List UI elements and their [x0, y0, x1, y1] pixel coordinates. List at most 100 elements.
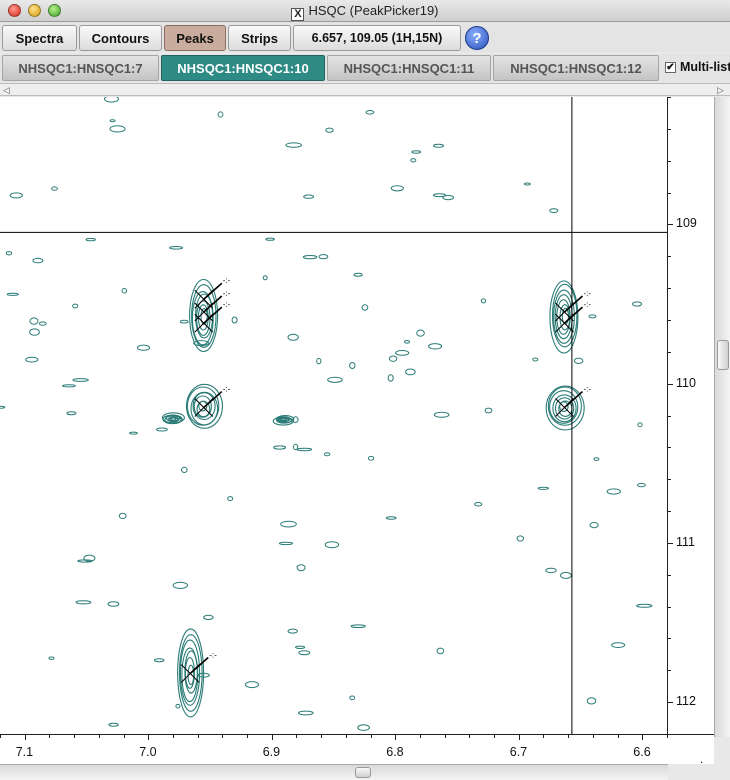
noise-contour	[6, 292, 19, 296]
strips-button[interactable]: Strips	[228, 25, 291, 51]
noise-contour	[516, 535, 524, 542]
horizontal-scroll-thumb[interactable]	[355, 767, 371, 778]
peak-contour	[170, 417, 177, 421]
x-minor-tick	[568, 735, 570, 738]
x-minor-tick	[518, 735, 520, 738]
y-minor-tick	[668, 415, 671, 417]
peak-contour	[547, 386, 582, 426]
y-tick-label: 109	[676, 216, 697, 231]
x-tick-label: 6.8	[386, 745, 404, 759]
contours-button[interactable]: Contours	[79, 25, 162, 51]
vertical-scroll-thumb[interactable]	[717, 340, 729, 370]
y-minor-tick	[668, 479, 671, 481]
y-minor-tick	[668, 574, 671, 576]
scroll-left-icon[interactable]: ◁	[3, 85, 10, 95]
peak-contour	[184, 656, 195, 689]
noise-contour	[637, 422, 643, 428]
toolbar: Spectra Contours Peaks Strips 6.657, 109…	[0, 22, 730, 52]
x-minor-tick	[642, 735, 644, 738]
noise-contour	[324, 541, 340, 549]
x-tick-label: 6.6	[633, 745, 651, 759]
x-minor-tick	[0, 735, 1, 738]
noise-contour	[287, 628, 298, 634]
noise-contour	[129, 431, 138, 435]
peak-contour	[191, 284, 217, 348]
peak-contour	[280, 417, 287, 421]
noise-contour	[632, 301, 643, 307]
noise-contour	[109, 119, 116, 123]
contour-canvas[interactable]: -:- -:- -:- -:- -:- -:- -:- -:-	[0, 97, 667, 734]
noise-contour	[280, 520, 297, 528]
y-minor-tick	[668, 192, 671, 194]
noise-contour	[549, 208, 559, 213]
vertical-scrollbar[interactable]	[714, 97, 730, 737]
tab-nhsqc1-hnsqc1-10[interactable]: NHSQC1:HNSQC1:10	[161, 55, 325, 81]
zoom-button[interactable]	[48, 4, 61, 17]
peak-label: -:-	[583, 300, 591, 309]
tab-nhsqc1-hnsqc1-12[interactable]: NHSQC1:HNSQC1:12	[493, 55, 659, 81]
noise-contour	[367, 455, 375, 461]
x-minor-tick	[49, 735, 51, 738]
noise-contour	[136, 344, 151, 351]
y-minor-tick	[668, 702, 671, 704]
noise-contour	[75, 600, 92, 605]
noise-contour	[416, 329, 425, 337]
resize-grip[interactable]	[714, 764, 730, 780]
help-icon[interactable]: ?	[465, 26, 489, 50]
noise-contour	[179, 319, 189, 324]
title-bar[interactable]: X HSQC (PeakPicker19)	[0, 0, 730, 22]
corner-mark: .	[700, 752, 704, 766]
noise-contour	[278, 541, 294, 546]
y-minor-tick	[668, 319, 671, 321]
peak-label: -:-	[223, 289, 231, 298]
peak-label: -:-	[583, 289, 591, 298]
noise-contour	[318, 254, 329, 260]
noise-contour	[532, 357, 539, 362]
x-minor-tick	[543, 735, 545, 738]
noise-contour	[273, 445, 287, 450]
multi-list-checkbox[interactable]: ✔	[665, 61, 676, 73]
peak-label: -:-	[223, 276, 231, 285]
peak-contour	[198, 400, 208, 412]
noise-contour	[523, 182, 531, 186]
peak-leader-line	[189, 656, 209, 675]
tab-scrollbar[interactable]: ◁ ▷	[0, 83, 730, 96]
peak-contour	[179, 639, 201, 706]
noise-contour	[121, 287, 128, 294]
noise-contour	[9, 192, 23, 199]
noise-contour	[390, 185, 404, 192]
noise-contour	[107, 601, 120, 607]
noise-contour	[303, 194, 315, 199]
y-minor-tick	[668, 351, 671, 353]
spectrum-plot[interactable]: -:- -:- -:- -:- -:- -:- -:- -:-	[0, 97, 667, 734]
peak-leader-line	[203, 295, 223, 313]
y-minor-tick	[668, 288, 671, 290]
close-button[interactable]	[8, 4, 21, 17]
tab-nhsqc1-hnsqc1-11[interactable]: NHSQC1:HNSQC1:11	[327, 55, 491, 81]
noise-contour	[349, 362, 356, 369]
horizontal-scrollbar[interactable]	[0, 764, 668, 780]
noise-contour	[480, 298, 487, 304]
x-minor-tick	[345, 735, 347, 738]
noise-contour	[169, 246, 184, 250]
scroll-right-icon[interactable]: ▷	[717, 85, 724, 95]
peak-contour	[552, 394, 577, 423]
multi-list-toggle[interactable]: ✔ Multi-list	[665, 60, 730, 74]
x-minor-tick	[592, 735, 594, 738]
h1-axis: 7.1 7.0 6.9 6.8 6.7 6.6	[0, 734, 714, 764]
x-minor-tick	[395, 735, 397, 738]
tab-nhsqc1-hnsqc1-7[interactable]: NHSQC1:HNSQC1:7	[2, 55, 159, 81]
noise-contour	[433, 143, 444, 148]
peak-leader-line	[203, 306, 223, 324]
y-minor-tick	[668, 542, 671, 544]
noise-contour	[29, 328, 40, 336]
noise-contour	[295, 645, 306, 649]
noise-contour	[0, 405, 6, 409]
noise-contour	[537, 486, 549, 490]
peaks-button[interactable]: Peaks	[164, 25, 226, 51]
spectra-button[interactable]: Spectra	[2, 25, 77, 51]
minimize-button[interactable]	[28, 4, 41, 17]
noise-contour	[545, 567, 557, 574]
peak-contour	[178, 634, 203, 712]
